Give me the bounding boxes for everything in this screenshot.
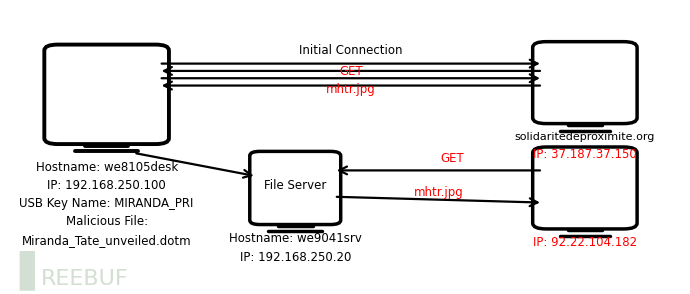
Text: Initial Connection: Initial Connection (299, 44, 402, 57)
Text: Malicious File:: Malicious File: (66, 216, 148, 228)
Text: GET: GET (339, 65, 363, 78)
Text: mhtr.jpg: mhtr.jpg (326, 83, 375, 96)
Text: REEBUF: REEBUF (41, 269, 129, 289)
Text: IP: 192.168.250.20: IP: 192.168.250.20 (239, 251, 351, 264)
Text: IP: 37.187.37.150: IP: 37.187.37.150 (533, 148, 637, 161)
Text: Hostname: we8105desk: Hostname: we8105desk (35, 161, 178, 174)
Text: IP: 92.22.104.182: IP: 92.22.104.182 (533, 236, 637, 249)
Text: Hostname: we9041srv: Hostname: we9041srv (229, 232, 362, 245)
FancyBboxPatch shape (533, 147, 637, 229)
FancyBboxPatch shape (250, 151, 341, 225)
Text: solidaritedeproximite.org: solidaritedeproximite.org (515, 132, 655, 142)
Text: File Server: File Server (264, 178, 326, 191)
FancyBboxPatch shape (44, 45, 169, 144)
FancyBboxPatch shape (533, 42, 637, 123)
Text: mhtr.jpg: mhtr.jpg (413, 186, 463, 199)
Text: ▌: ▌ (19, 250, 49, 290)
Text: IP: 192.168.250.100: IP: 192.168.250.100 (47, 179, 166, 192)
Text: Miranda_Tate_unveiled.dotm: Miranda_Tate_unveiled.dotm (22, 233, 191, 247)
Text: GET: GET (440, 152, 464, 165)
Text: USB Key Name: MIRANDA_PRI: USB Key Name: MIRANDA_PRI (19, 197, 194, 210)
